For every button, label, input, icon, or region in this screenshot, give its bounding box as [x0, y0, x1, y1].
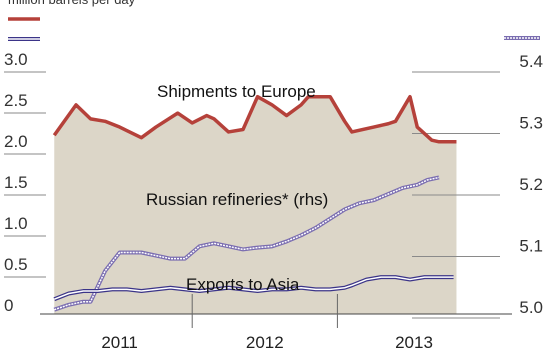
series-line-asia-inner — [53, 276, 454, 300]
year-label: 2013 — [395, 333, 433, 352]
units-header: million barrels per day — [8, 0, 136, 7]
left-tick-label: 2.0 — [4, 132, 28, 151]
series-line-europe — [52, 94, 457, 144]
year-label: 2011 — [101, 333, 138, 352]
series-line-refineries-inner — [54, 176, 440, 311]
text-layer: 0 0.5 1.0 1.5 2.0 2.5 3.0 5.0 5.1 5.2 5.3 5.4 2011 20… — [4, 0, 543, 352]
left-tick-label: 0 — [4, 296, 13, 315]
left-tick-label: 0.5 — [4, 255, 28, 274]
grid-layer — [4, 71, 512, 328]
right-tick-label: 5.2 — [519, 175, 543, 194]
right-tick-label: 5.4 — [519, 52, 543, 71]
series-layer — [8, 17, 540, 312]
right-tick-label: 5.0 — [519, 298, 543, 317]
year-label: 2012 — [246, 333, 284, 352]
annotation-europe: Shipments to Europe — [157, 82, 316, 101]
europe-area-fill — [54, 96, 457, 314]
annotation-refineries: Russian refineries* (rhs) — [146, 190, 328, 209]
right-tick-label: 5.1 — [519, 237, 543, 256]
left-tick-label: 1.5 — [4, 173, 28, 192]
right-tick-label: 5.3 — [519, 114, 543, 133]
area-layer — [54, 96, 457, 314]
left-tick-label: 1.0 — [4, 214, 28, 233]
annotation-asia: Exports to Asia — [186, 275, 300, 294]
left-tick-label: 2.5 — [4, 91, 28, 110]
left-tick-label: 3.0 — [4, 50, 28, 69]
